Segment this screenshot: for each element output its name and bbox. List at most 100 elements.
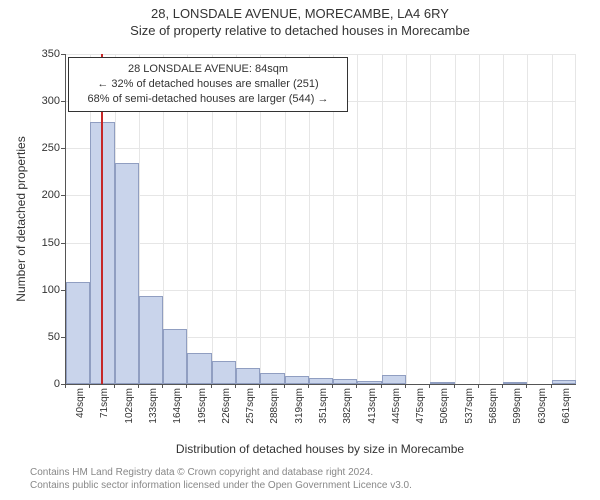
x-tick-mark (186, 384, 187, 388)
y-tick-label: 50 (20, 331, 60, 343)
gridline-v (503, 54, 504, 384)
x-tick-mark (259, 384, 260, 388)
histogram-bar (236, 368, 260, 384)
x-tick-mark (381, 384, 382, 388)
y-axis-label: Number of detached properties (14, 136, 28, 301)
x-tick-mark (526, 384, 527, 388)
y-tick-mark (61, 148, 65, 149)
x-tick-mark (356, 384, 357, 388)
x-tick-label: 630sqm (537, 388, 548, 438)
x-tick-label: 71sqm (99, 388, 110, 438)
histogram-chart: Number of detached properties 28 LONSDAL… (0, 44, 600, 434)
histogram-bar (66, 282, 90, 384)
gridline-h (66, 290, 576, 291)
page-super-title: 28, LONSDALE AVENUE, MORECAMBE, LA4 6RY (0, 6, 600, 21)
footer-line2: Contains public sector information licen… (30, 479, 412, 492)
x-tick-mark (235, 384, 236, 388)
x-tick-mark (138, 384, 139, 388)
gridline-h (66, 243, 576, 244)
gridline-v (406, 54, 407, 384)
x-tick-label: 351sqm (318, 388, 329, 438)
x-tick-mark (89, 384, 90, 388)
y-tick-mark (61, 290, 65, 291)
page-sub-title: Size of property relative to detached ho… (0, 23, 600, 38)
histogram-bar (139, 296, 163, 384)
y-tick-label: 350 (20, 48, 60, 60)
gridline-v (479, 54, 480, 384)
x-tick-label: 413sqm (367, 388, 378, 438)
x-tick-mark (405, 384, 406, 388)
gridline-v (382, 54, 383, 384)
x-tick-mark (332, 384, 333, 388)
plot-area: 28 LONSDALE AVENUE: 84sqm ← 32% of detac… (65, 54, 576, 385)
y-tick-label: 200 (20, 189, 60, 201)
histogram-bar (382, 375, 406, 384)
callout-box: 28 LONSDALE AVENUE: 84sqm ← 32% of detac… (68, 57, 348, 112)
x-tick-label: 257sqm (245, 388, 256, 438)
gridline-h (66, 148, 576, 149)
histogram-bar (430, 382, 454, 384)
histogram-bar (309, 378, 333, 384)
x-tick-label: 382sqm (342, 388, 353, 438)
y-tick-label: 100 (20, 284, 60, 296)
footer-attribution: Contains HM Land Registry data © Crown c… (30, 466, 412, 492)
y-tick-mark (61, 337, 65, 338)
histogram-bar (260, 373, 284, 384)
x-tick-label: 506sqm (439, 388, 450, 438)
gridline-v (552, 54, 553, 384)
x-tick-label: 133sqm (148, 388, 159, 438)
x-tick-mark (478, 384, 479, 388)
footer-line1: Contains HM Land Registry data © Crown c… (30, 466, 412, 479)
y-tick-label: 0 (20, 378, 60, 390)
y-tick-label: 300 (20, 95, 60, 107)
x-tick-label: 102sqm (124, 388, 135, 438)
gridline-v (430, 54, 431, 384)
gridline-v (527, 54, 528, 384)
x-tick-mark (429, 384, 430, 388)
y-tick-label: 250 (20, 142, 60, 154)
x-axis-label: Distribution of detached houses by size … (65, 442, 575, 456)
callout-line1: 28 LONSDALE AVENUE: 84sqm (77, 62, 339, 77)
x-tick-mark (502, 384, 503, 388)
y-tick-label: 150 (20, 237, 60, 249)
y-tick-mark (61, 243, 65, 244)
histogram-bar (552, 380, 576, 384)
gridline-v (455, 54, 456, 384)
x-tick-label: 475sqm (415, 388, 426, 438)
histogram-bar (115, 163, 139, 384)
x-tick-mark (454, 384, 455, 388)
x-tick-label: 319sqm (294, 388, 305, 438)
histogram-bar (503, 382, 527, 384)
x-tick-label: 537sqm (464, 388, 475, 438)
x-tick-mark (551, 384, 552, 388)
callout-line2: ← 32% of detached houses are smaller (25… (77, 77, 339, 92)
x-tick-mark (211, 384, 212, 388)
gridline-v (575, 54, 576, 384)
x-tick-label: 599sqm (512, 388, 523, 438)
histogram-bar (212, 361, 236, 384)
gridline-v (357, 54, 358, 384)
x-tick-mark (162, 384, 163, 388)
y-tick-mark (61, 54, 65, 55)
x-tick-label: 40sqm (75, 388, 86, 438)
x-tick-label: 661sqm (561, 388, 572, 438)
x-tick-label: 195sqm (197, 388, 208, 438)
title-block: 28, LONSDALE AVENUE, MORECAMBE, LA4 6RY … (0, 0, 600, 38)
histogram-bar (187, 353, 211, 384)
x-tick-label: 288sqm (269, 388, 280, 438)
x-tick-mark (308, 384, 309, 388)
y-tick-mark (61, 101, 65, 102)
x-tick-mark (114, 384, 115, 388)
x-tick-mark (284, 384, 285, 388)
histogram-bar (333, 379, 357, 384)
x-tick-label: 164sqm (172, 388, 183, 438)
gridline-h (66, 195, 576, 196)
x-tick-label: 445sqm (391, 388, 402, 438)
histogram-bar (357, 381, 381, 384)
x-tick-label: 226sqm (221, 388, 232, 438)
x-tick-mark (65, 384, 66, 388)
callout-line3: 68% of semi-detached houses are larger (… (77, 92, 339, 107)
x-tick-label: 568sqm (488, 388, 499, 438)
histogram-bar (285, 376, 309, 384)
histogram-bar (163, 329, 187, 384)
